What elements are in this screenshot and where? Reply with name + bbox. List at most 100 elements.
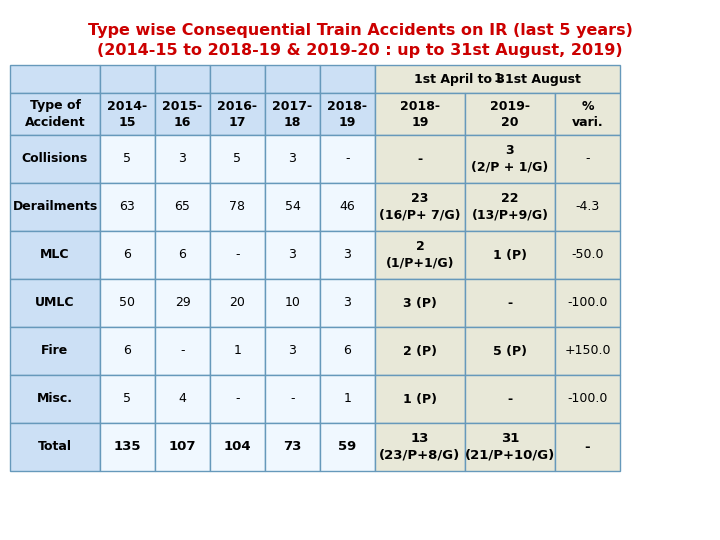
Text: 2016-
17: 2016- 17 — [217, 99, 258, 129]
Text: -100.0: -100.0 — [567, 296, 608, 309]
Text: 3
(2/P + 1/G): 3 (2/P + 1/G) — [472, 145, 549, 173]
Bar — [10, 135, 100, 183]
Text: 3: 3 — [343, 248, 351, 261]
Text: 50: 50 — [120, 296, 135, 309]
Bar — [265, 183, 320, 231]
Text: Fire: Fire — [41, 345, 68, 357]
Text: 1st April to 31st August: 1st April to 31st August — [414, 72, 581, 85]
Bar — [265, 423, 320, 471]
Bar — [10, 279, 100, 327]
Text: 3: 3 — [179, 152, 186, 165]
Text: -4.3: -4.3 — [575, 200, 600, 213]
Bar — [265, 135, 320, 183]
Text: -: - — [585, 441, 590, 454]
Bar — [320, 423, 375, 471]
Bar — [465, 279, 555, 327]
Text: Misc.: Misc. — [37, 393, 73, 406]
Text: 20: 20 — [230, 296, 246, 309]
Bar — [465, 231, 555, 279]
Bar — [210, 423, 265, 471]
Text: 104: 104 — [224, 441, 251, 454]
Bar — [465, 423, 555, 471]
Text: 13
(23/P+8/G): 13 (23/P+8/G) — [379, 433, 461, 462]
Bar — [320, 327, 375, 375]
Text: 5: 5 — [233, 152, 241, 165]
Bar — [100, 327, 155, 375]
Text: 3: 3 — [289, 152, 297, 165]
Text: -: - — [290, 393, 294, 406]
Text: 1 (P): 1 (P) — [403, 393, 437, 406]
Text: 6: 6 — [343, 345, 351, 357]
Text: -: - — [235, 248, 240, 261]
Bar — [320, 231, 375, 279]
Bar — [555, 279, 620, 327]
Text: -: - — [585, 152, 590, 165]
Text: 2014-
15: 2014- 15 — [107, 99, 148, 129]
Bar — [320, 135, 375, 183]
Text: 5: 5 — [124, 393, 132, 406]
Bar — [100, 183, 155, 231]
Bar — [375, 65, 620, 93]
Bar — [100, 65, 155, 93]
Bar — [375, 183, 465, 231]
Bar — [210, 375, 265, 423]
Text: 22
(13/P+9/G): 22 (13/P+9/G) — [472, 192, 549, 221]
Text: 46: 46 — [340, 200, 356, 213]
Text: UMLC: UMLC — [35, 296, 75, 309]
Text: Derailments: Derailments — [12, 200, 98, 213]
Bar — [555, 423, 620, 471]
Bar — [375, 279, 465, 327]
Bar — [210, 327, 265, 375]
Bar — [465, 327, 555, 375]
Bar — [375, 423, 465, 471]
Text: -: - — [508, 296, 513, 309]
Text: Total: Total — [38, 441, 72, 454]
Text: -: - — [418, 152, 423, 165]
Text: -: - — [346, 152, 350, 165]
Text: 59: 59 — [338, 441, 356, 454]
Text: 63: 63 — [120, 200, 135, 213]
Bar — [10, 327, 100, 375]
Text: -: - — [235, 393, 240, 406]
Bar — [375, 135, 465, 183]
Bar — [375, 327, 465, 375]
Bar — [155, 423, 210, 471]
Text: +150.0: +150.0 — [564, 345, 611, 357]
Text: Collisions: Collisions — [22, 152, 88, 165]
Bar — [210, 279, 265, 327]
Text: -: - — [180, 345, 185, 357]
Text: 6: 6 — [124, 345, 132, 357]
Bar — [375, 93, 465, 135]
Bar — [265, 65, 320, 93]
Bar — [320, 93, 375, 135]
Bar — [10, 375, 100, 423]
Text: 2018-
19: 2018- 19 — [400, 99, 440, 129]
Bar — [320, 183, 375, 231]
Text: 31
(21/P+10/G): 31 (21/P+10/G) — [465, 433, 555, 462]
Bar — [465, 183, 555, 231]
Bar — [555, 135, 620, 183]
Bar — [465, 93, 555, 135]
Bar — [320, 279, 375, 327]
Text: -50.0: -50.0 — [571, 248, 604, 261]
Bar — [465, 375, 555, 423]
Text: 5: 5 — [124, 152, 132, 165]
Bar — [555, 93, 620, 135]
Text: 23
(16/P+ 7/G): 23 (16/P+ 7/G) — [379, 192, 461, 221]
Bar — [320, 375, 375, 423]
Bar — [375, 231, 465, 279]
Text: 3: 3 — [289, 345, 297, 357]
Bar — [155, 327, 210, 375]
Bar — [10, 231, 100, 279]
Text: 4: 4 — [179, 393, 186, 406]
Text: 2018-
19: 2018- 19 — [328, 99, 367, 129]
Bar — [375, 375, 465, 423]
Bar — [100, 423, 155, 471]
Text: 6: 6 — [179, 248, 186, 261]
Bar — [100, 375, 155, 423]
Bar — [210, 65, 265, 93]
Bar — [210, 183, 265, 231]
Text: 107: 107 — [168, 441, 197, 454]
Text: 135: 135 — [114, 441, 141, 454]
Bar — [100, 93, 155, 135]
